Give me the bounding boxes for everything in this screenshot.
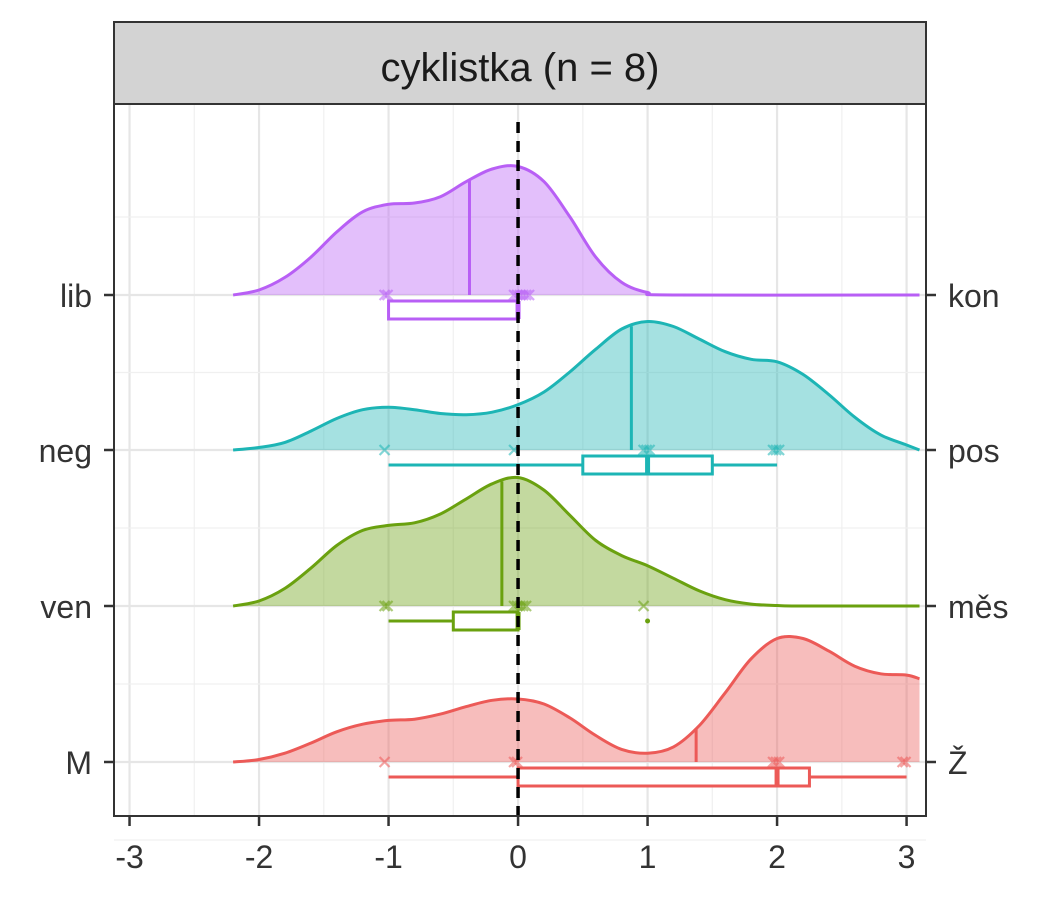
data-point (899, 756, 912, 768)
data-point (643, 444, 656, 456)
density-fill (233, 165, 920, 296)
x-tick-label: -2 (245, 839, 273, 875)
data-point (896, 756, 909, 768)
data-point (378, 289, 391, 301)
data-point (773, 756, 785, 768)
data-point (640, 444, 653, 456)
data-point (520, 600, 532, 612)
box-body (387, 299, 520, 321)
x-tick-label: -1 (374, 839, 402, 875)
panel-title: cyklistka (n = 8) (381, 46, 660, 90)
panel-header (113, 21, 927, 105)
y-label-right: kon (948, 278, 1000, 314)
box-outlier (645, 618, 651, 624)
y-label-left: neg (39, 433, 92, 469)
box-body (516, 766, 811, 788)
y-label-left: ven (40, 589, 92, 625)
data-point (773, 444, 785, 456)
series-neg (232, 319, 921, 476)
data-point (770, 444, 782, 456)
density-curve (232, 475, 920, 608)
x-tick-label: 1 (639, 839, 657, 875)
x-tick-label: 2 (768, 839, 786, 875)
data-point (637, 600, 650, 612)
axis-layer: lib kon neg pos ven měs M Ž -3 -2 -1 0 1 2 3 (39, 278, 1009, 875)
x-tick-label: 3 (898, 839, 916, 875)
density-curve (232, 164, 920, 297)
y-label-left: lib (60, 278, 92, 314)
data-point (523, 289, 535, 301)
y-label-left: M (65, 745, 92, 781)
data-point (378, 756, 391, 768)
density-fill (233, 477, 920, 607)
density-fill (233, 636, 920, 762)
y-label-right: pos (948, 433, 1000, 469)
density-curve (232, 634, 920, 764)
density-fill (233, 321, 920, 450)
density-curve (232, 319, 921, 452)
data-point (381, 289, 394, 301)
data-point (381, 600, 394, 612)
data-point (520, 289, 532, 301)
data-point (770, 756, 782, 768)
plot-panel (114, 104, 926, 816)
data-point (378, 600, 391, 612)
series-M (232, 634, 920, 788)
series-layer (232, 164, 921, 788)
x-tick-label: -3 (115, 839, 143, 875)
box-body (451, 610, 520, 632)
y-label-right: Ž (948, 745, 968, 781)
x-tick-label: 0 (509, 839, 527, 875)
y-label-right: měs (948, 589, 1008, 625)
data-point (378, 444, 391, 456)
data-point (511, 756, 523, 768)
